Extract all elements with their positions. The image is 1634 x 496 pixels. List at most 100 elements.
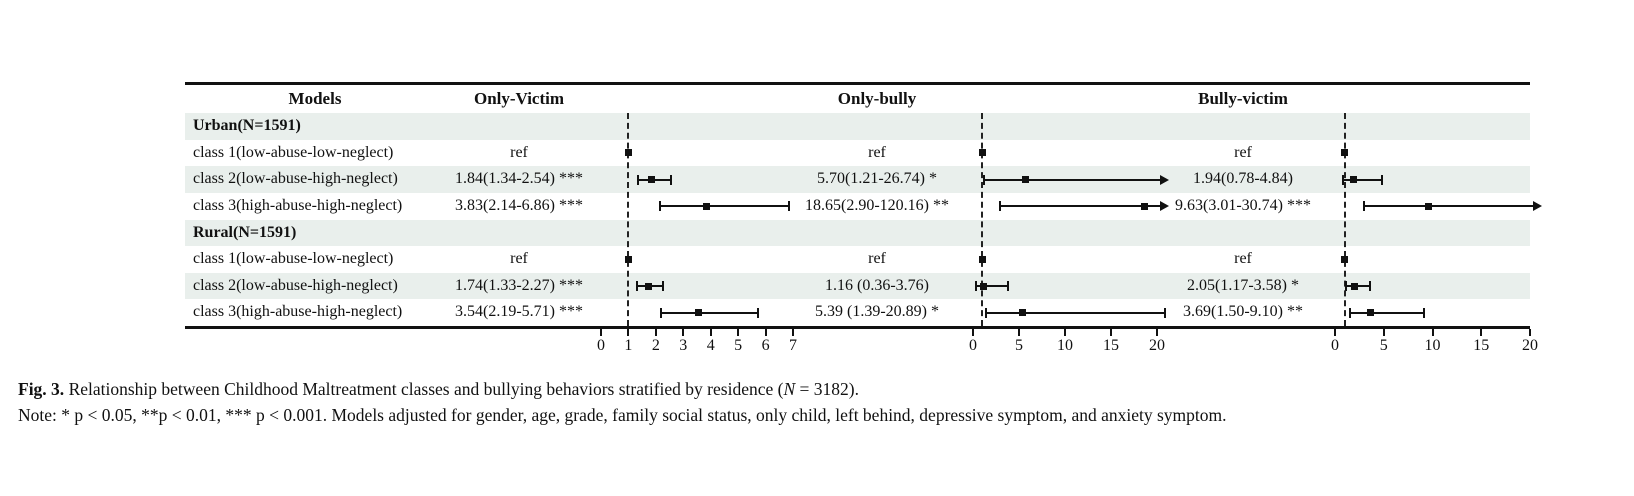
axis-tick-label-bv: 15 bbox=[1473, 337, 1490, 354]
point-estimate-marker-ov bbox=[647, 176, 655, 184]
axis-tick-label-ob: 20 bbox=[1149, 337, 1165, 354]
caption-label: Fig. 3. bbox=[18, 379, 65, 399]
ci-lower-cap-ob bbox=[998, 201, 1001, 212]
point-estimate-marker-ob bbox=[980, 282, 988, 290]
axis-tick-label-ob: 10 bbox=[1057, 337, 1073, 354]
axis-tick-label-ob: 0 bbox=[969, 337, 977, 354]
axis-tick-bv bbox=[1334, 329, 1336, 336]
data-row: class 1(low-abuse-low-neglect) ref ref ref bbox=[185, 140, 1530, 167]
column-header-bully-victim: Bully-victim bbox=[1198, 89, 1288, 108]
caption-n-symbol: N bbox=[783, 379, 796, 399]
ci-upper-cap-ob bbox=[1164, 307, 1167, 318]
figure-caption: Fig. 3. Relationship between Childhood M… bbox=[18, 376, 1618, 402]
data-row: class 2(low-abuse-high-neglect) 1.74(1.33… bbox=[185, 272, 1530, 300]
estimate-text-ov: 1.74(1.33-2.27) *** bbox=[455, 276, 583, 294]
point-estimate-marker-bv bbox=[1350, 176, 1358, 184]
point-estimate-marker-bv bbox=[1425, 202, 1433, 210]
ci-line-bv bbox=[1349, 311, 1424, 314]
ref-marker-ob bbox=[978, 255, 986, 263]
forest-plot-table: Models Only-Victim Only-bully Bully-vict… bbox=[185, 82, 1542, 362]
ci-line-bv bbox=[1342, 178, 1383, 181]
estimate-text-ov: 3.83(2.14-6.86) *** bbox=[455, 196, 583, 214]
ci-line-ob bbox=[999, 205, 1162, 208]
estimate-text-ob: ref bbox=[868, 143, 886, 161]
row-label: class 3(high-abuse-high-neglect) bbox=[193, 303, 403, 321]
axis-tick-ov bbox=[737, 329, 740, 336]
ci-arrow-ob bbox=[1160, 174, 1169, 185]
estimate-text-bv: 9.63(3.01-30.74) *** bbox=[1175, 196, 1311, 214]
ci-lower-cap-ob bbox=[975, 281, 978, 292]
axis-tick-ov bbox=[682, 329, 685, 336]
column-header-only-victim: Only-Victim bbox=[473, 89, 565, 108]
caption-text-end: = 3182). bbox=[795, 379, 859, 399]
axis-tick-label-ob: 15 bbox=[1103, 337, 1119, 354]
point-estimate-marker-ov bbox=[645, 282, 653, 290]
ci-lower-cap-ov bbox=[660, 307, 663, 318]
ci-upper-cap-bv bbox=[1422, 307, 1425, 318]
estimate-text-ov: ref bbox=[510, 250, 528, 268]
ci-line-ov bbox=[659, 205, 790, 208]
ci-line-ov bbox=[661, 311, 758, 314]
axis-tick-label-bv: 5 bbox=[1379, 337, 1388, 354]
estimate-text-ob: 1.16 (0.36-3.76) bbox=[825, 276, 929, 294]
row-label: class 2(low-abuse-high-neglect) bbox=[193, 276, 398, 294]
estimate-text-bv: 1.94(0.78-4.84) bbox=[1193, 170, 1293, 188]
estimate-text-bv: ref bbox=[1234, 143, 1252, 161]
axis-tick-bv bbox=[1431, 329, 1434, 336]
point-estimate-marker-ob bbox=[1019, 309, 1027, 317]
axis-tick-label-ov: 2 bbox=[651, 337, 660, 354]
point-estimate-marker-ov bbox=[702, 202, 710, 210]
ci-lower-cap-ov bbox=[636, 281, 639, 292]
estimate-text-ob: 5.70(1.21-26.74) * bbox=[817, 170, 937, 188]
column-header-models: Models bbox=[288, 89, 342, 108]
estimate-text-ob: 5.39 (1.39-20.89) * bbox=[815, 303, 939, 321]
reference-line-bv bbox=[1343, 113, 1346, 326]
axis-tick-ov bbox=[654, 329, 657, 336]
ci-lower-cap-ob bbox=[983, 174, 986, 185]
axis-tick-ob bbox=[1018, 329, 1020, 336]
point-estimate-marker-ob bbox=[1021, 176, 1029, 184]
group-row: Urban(N=1591) bbox=[185, 113, 1530, 140]
ci-arrow-ob bbox=[1160, 201, 1169, 212]
ci-arrow-bv bbox=[1533, 201, 1542, 212]
estimate-text-ob: 18.65(2.90-120.16) ** bbox=[805, 196, 949, 214]
reference-line-ov bbox=[627, 113, 630, 326]
axis-tick-label-ov: 4 bbox=[706, 337, 715, 354]
point-estimate-marker-bv bbox=[1351, 282, 1359, 290]
axis-tick-label-ov: 1 bbox=[624, 337, 633, 354]
ci-line-bv bbox=[1364, 205, 1535, 208]
ref-marker-ob bbox=[978, 149, 986, 157]
axis-tick-ob bbox=[972, 329, 974, 336]
row-label: Urban(N=1591) bbox=[193, 117, 301, 134]
axis-tick-label-bv: 20 bbox=[1522, 337, 1538, 354]
axis-tick-ov bbox=[627, 329, 630, 336]
point-estimate-marker-ov bbox=[694, 309, 702, 317]
estimate-text-bv: 3.69(1.50-9.10) ** bbox=[1183, 303, 1303, 321]
axis-tick-label-ov: 3 bbox=[679, 337, 688, 354]
axis-tick-bv bbox=[1382, 329, 1385, 336]
estimate-text-ob: ref bbox=[868, 250, 886, 268]
ref-marker-ov bbox=[624, 149, 632, 157]
ci-lower-cap-bv bbox=[1363, 201, 1366, 212]
axis-tick-label-ov: 6 bbox=[761, 337, 770, 354]
axis-tick-ob bbox=[1156, 329, 1158, 336]
row-label: class 2(low-abuse-high-neglect) bbox=[193, 170, 398, 188]
axis-tick-bv bbox=[1480, 329, 1483, 336]
ci-upper-cap-ov bbox=[788, 201, 791, 212]
axis-tick-label-ov: 0 bbox=[597, 337, 605, 354]
axis-tick-ov bbox=[792, 329, 794, 336]
ci-lower-cap-bv bbox=[1345, 281, 1348, 292]
reference-line-ob bbox=[981, 113, 984, 326]
ci-line-ob bbox=[984, 178, 1162, 181]
ref-marker-bv bbox=[1341, 255, 1349, 263]
data-row: class 1(low-abuse-low-neglect) ref ref ref bbox=[185, 246, 1530, 273]
axis-tick-ov bbox=[764, 329, 767, 336]
axis-tick-label-ob: 5 bbox=[1015, 337, 1023, 354]
row-label: class 3(high-abuse-high-neglect) bbox=[193, 196, 403, 214]
row-label: class 1(low-abuse-low-neglect) bbox=[193, 250, 394, 268]
ci-lower-cap-ob bbox=[984, 307, 987, 318]
table-bottom-rule bbox=[185, 326, 1530, 329]
data-row: class 3(high-abuse-high-neglect) 3.83(2.1… bbox=[185, 193, 1530, 220]
ci-line-ob bbox=[985, 311, 1166, 314]
